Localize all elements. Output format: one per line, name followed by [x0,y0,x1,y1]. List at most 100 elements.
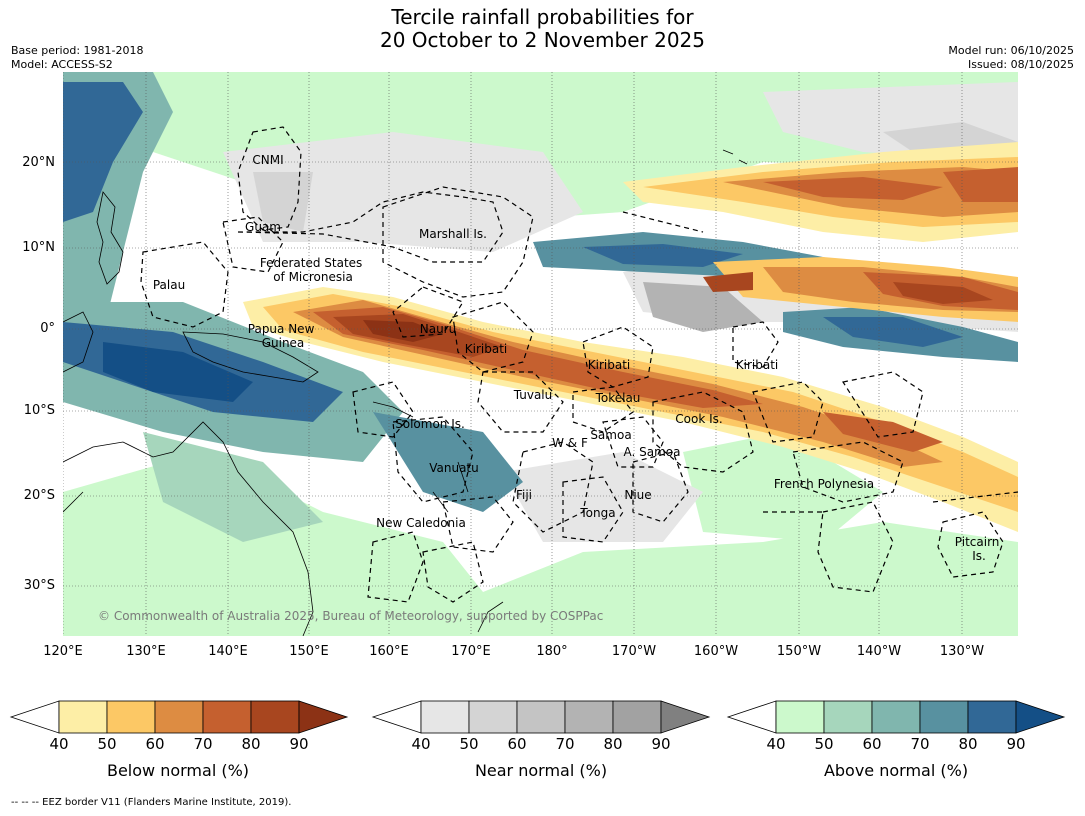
colorbar-tick-label: 70 [193,735,213,753]
colorbar-title-above: Above normal (%) [823,761,969,780]
title-line-1: Tercile rainfall probabilities for [391,5,694,29]
lon-label-170w: 170°W [611,644,657,659]
colorbar-overflow-arrow [1015,700,1066,734]
colorbar-tick-label: 40 [49,735,69,753]
lat-label-10n: 10°N [22,240,55,255]
graticule [63,72,1018,636]
colorbar-tick-label: 50 [459,735,479,753]
region-label-micronesia: Federated States of Micronesia [260,256,366,284]
lon-label-140w: 140°W [856,644,902,659]
base-period: Base period: 1981-2018 [11,44,144,57]
region-label-french-polynesia: French Polynesia [774,477,874,491]
colorbar-overflow-arrow [298,700,349,734]
region-label-kiribati-east: Kiribati [736,358,778,372]
colorbar-segment [612,700,662,734]
region-label-new-caledonia: New Caledonia [376,516,466,530]
region-label-kiribati-west: Kiribati [465,342,507,356]
lon-label-180: 180° [536,644,568,659]
colorbar-overflow-arrow [660,700,711,734]
region-label-cook-islands: Cook Is. [675,412,722,426]
colorbar-segment [420,700,470,734]
colorbar-tick-label: 60 [507,735,527,753]
region-label-wallis-futuna: W & F [552,436,588,450]
colorbar-segment [516,700,566,734]
colorbar-1 [371,700,711,734]
colorbar-segment [202,700,252,734]
colorbar-tick-label: 50 [814,735,834,753]
colorbar-underflow-arrow [9,700,60,734]
copyright-notice: © Commonwealth of Australia 2025, Bureau… [98,609,603,623]
region-label-vanuatu: Vanuatu [429,461,479,475]
region-labels: CNMI Guam Marshall Is. Federated States … [153,153,1003,563]
colorbar-title-below: Below normal (%) [106,761,250,780]
colorbar-tick-label: 80 [603,735,623,753]
region-label-samoa: Samoa [590,428,631,442]
eez-footnote: -- -- -- EEZ border V11 (Flanders Marine… [11,797,292,808]
region-label-micronesia-line2: of Micronesia [273,270,353,284]
lat-label-10s: 10°S [23,403,55,418]
colorbar-segment [775,700,825,734]
colorbar-tick-label: 70 [555,735,575,753]
colorbar-tick-label: 40 [411,735,431,753]
metadata-right: Model run: 06/10/2025 Issued: 08/10/2025 [948,44,1074,72]
colorbar-underflow-arrow [726,700,777,734]
region-label-tonga: Tonga [579,506,615,520]
colorbar-2 [726,700,1066,734]
colorbar-segment [823,700,873,734]
lat-label-30s: 30°S [23,578,55,593]
colorbar-segment [106,700,156,734]
colorbar-tick-label: 90 [1006,735,1026,753]
region-label-micronesia-line1: Federated States [260,256,362,270]
colorbar-tick-label: 40 [766,735,786,753]
colorbar-tick-label: 90 [289,735,309,753]
colorbar-segment [564,700,614,734]
lon-label-120e: 120°E [43,644,83,659]
colorbar-segment [58,700,108,734]
colorbar-segment [967,700,1017,734]
model-run-date: Model run: 06/10/2025 [948,44,1074,57]
lat-label-20n: 20°N [22,155,55,170]
lon-label-150e: 150°E [289,644,329,659]
region-label-marshall-islands: Marshall Is. [419,227,487,241]
region-label-solomon-islands: Solomon Is. [395,417,465,431]
lon-label-150w: 150°W [776,644,822,659]
colorbar-title-near: Near normal (%) [474,761,608,780]
metadata-left: Base period: 1981-2018 Model: ACCESS-S2 [11,44,143,72]
region-label-guam: Guam [245,220,281,234]
colorbar-tick-label: 50 [97,735,117,753]
colorbar-tick-label: 80 [958,735,978,753]
region-label-nauru: Nauru [420,322,456,336]
colorbar-strip [9,700,1066,734]
colorbar-tick-label: 60 [145,735,165,753]
coastlines [63,149,748,636]
colorbar-tick-label: 70 [910,735,930,753]
colorbar-0 [9,700,349,734]
colorbar-tick-label: 90 [651,735,671,753]
rainfall-probability-map: CNMI Guam Marshall Is. Federated States … [63,72,1018,636]
colorbar-tick-label: 80 [241,735,261,753]
lat-label-0: 0° [40,321,55,336]
colorbar-underflow-arrow [371,700,422,734]
lon-label-170e: 170°E [451,644,491,659]
colorbar-segment [468,700,518,734]
lon-label-130e: 130°E [126,644,166,659]
region-label-kiribati-central: Kiribati [588,358,630,372]
map-title: Tercile rainfall probabilities for 20 Oc… [0,6,1085,52]
region-label-tuvalu: Tuvalu [513,388,553,402]
colorbar-segment [919,700,969,734]
region-label-american-samoa: A. Samoa [624,445,681,459]
region-label-cnmi: CNMI [252,153,283,167]
lon-label-160e: 160°E [369,644,409,659]
model-name: Model: ACCESS-S2 [11,58,113,71]
lon-label-140e: 140°E [208,644,248,659]
region-label-palau: Palau [153,278,185,292]
region-label-png: Papua New Guinea [248,322,318,350]
region-label-pitcairn: Pitcairn Is. [955,535,1003,563]
region-label-fiji: Fiji [516,488,532,502]
colorbar-segment [871,700,921,734]
probability-fields [63,72,1018,636]
region-label-niue: Niue [624,488,651,502]
lat-label-20s: 20°S [23,488,55,503]
colorbar-segment [154,700,204,734]
eez-borders [140,126,1018,603]
